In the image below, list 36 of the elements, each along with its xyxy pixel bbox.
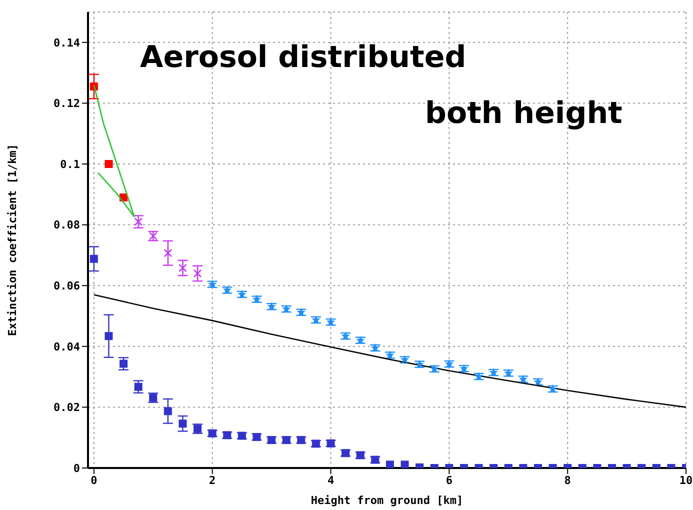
- y-tick-label: 0.02: [54, 401, 80, 414]
- x-tick-label: 10: [679, 474, 693, 487]
- y-tick-label: 0.12: [54, 97, 80, 110]
- point: [400, 460, 409, 468]
- annotation: both height: [425, 96, 622, 131]
- point: [342, 449, 350, 458]
- y-tick-label: 0: [73, 462, 80, 475]
- point: [312, 440, 320, 448]
- point: [386, 460, 394, 468]
- point: [134, 218, 142, 226]
- y-tick-label: 0.14: [54, 36, 80, 50]
- x-tick-label: 8: [564, 474, 571, 487]
- point: [164, 407, 172, 416]
- point: [104, 332, 113, 340]
- x-tick-label: 4: [327, 474, 334, 487]
- y-axis-title: Extinction coefficient [1/km]: [6, 144, 19, 336]
- point: [238, 432, 246, 440]
- x-tick-label: 6: [446, 474, 453, 487]
- point: [120, 360, 128, 368]
- annotation: Aerosol distributed: [140, 40, 466, 75]
- x-axis-title: Height from ground [km]: [310, 494, 464, 507]
- line-series: [93, 294, 686, 408]
- y-tick-label: 0.1: [60, 158, 80, 171]
- point: [268, 436, 276, 444]
- point: [178, 264, 187, 272]
- point: [178, 420, 187, 428]
- point: [164, 248, 172, 258]
- point: [193, 269, 202, 278]
- x-tick-label: 2: [209, 474, 216, 487]
- y-tick-label: 0.04: [54, 340, 80, 354]
- y-tick-label: 0.08: [54, 218, 80, 232]
- point: [104, 160, 113, 168]
- point: [134, 382, 142, 391]
- x-tick-label: 0: [90, 474, 98, 487]
- point: [90, 254, 98, 263]
- y-tick-label: 0.06: [54, 280, 80, 293]
